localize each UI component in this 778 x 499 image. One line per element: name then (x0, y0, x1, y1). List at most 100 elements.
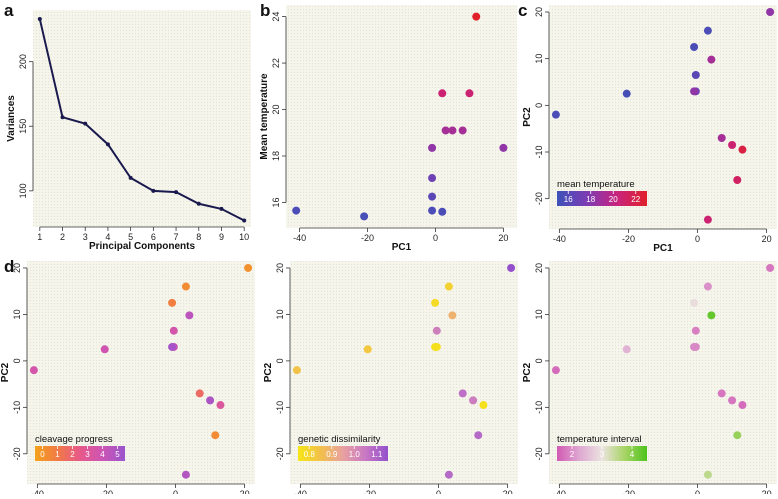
panel-c: -20 -10 0 10 20 -40 -20 0 20 PC1 PC2 mean temperatu… (522, 5, 777, 254)
legend-tick-label: 2 (570, 450, 575, 459)
panel-letter-c: c (518, 1, 527, 20)
legend-colorbar (557, 446, 647, 461)
x-tick-label: 20 (503, 489, 513, 494)
panel-letter-b: b (260, 1, 270, 20)
legend-tick-label: 4 (100, 450, 105, 459)
y-tick-label: 150 (18, 119, 28, 134)
scatter-point (428, 174, 437, 183)
x-tick-label: 1 (37, 232, 42, 242)
x-axis-title: PC1 (653, 243, 673, 254)
line-point (60, 115, 65, 120)
legend-title: cleavage progress (35, 434, 113, 445)
scatter-point (458, 389, 467, 398)
legend-tick-label: 1 (55, 450, 60, 459)
x-tick-label: 20 (240, 489, 250, 494)
y-tick-label: 20 (534, 7, 544, 17)
line-point (196, 201, 201, 206)
line-point (128, 175, 133, 180)
y-tick-label: 20 (12, 263, 22, 273)
x-tick-label: -40 (553, 489, 566, 494)
y-axis-title: Mean temperature (259, 73, 270, 160)
scatter-point (707, 311, 716, 320)
x-tick-label: -20 (361, 233, 374, 243)
legend-tick-label: 2 (70, 450, 75, 459)
x-tick-label: -40 (553, 234, 566, 244)
x-tick-label: 0 (695, 234, 700, 244)
y-tick-label: -20 (534, 192, 544, 205)
legend-tick-label: 4 (630, 450, 635, 459)
scatter-point (216, 401, 225, 410)
x-tick-label: 10 (239, 232, 249, 242)
scatter-point (438, 207, 447, 216)
scatter-point (206, 396, 215, 405)
scatter-point (428, 206, 437, 215)
legend-tick-label: 0 (40, 450, 45, 459)
scatter-point (195, 389, 204, 398)
x-axis-title: Principal Components (89, 241, 196, 252)
scatter-point (185, 311, 194, 320)
scatter-point (507, 263, 516, 272)
legend-title: mean temperature (557, 179, 635, 190)
scatter-point (168, 342, 177, 351)
scatter-point (441, 126, 450, 135)
line-point (151, 188, 156, 193)
scatter-point (766, 8, 775, 16)
y-tick-label: 10 (12, 309, 22, 319)
x-tick-label: -20 (622, 234, 635, 244)
scatter-point (690, 298, 699, 307)
scatter-point (551, 366, 560, 375)
line-point (105, 142, 110, 147)
scatter-point (431, 298, 440, 307)
scatter-point (169, 326, 178, 335)
scatter-point (717, 389, 726, 398)
panel-letter-d: d (4, 257, 14, 276)
scatter-point (479, 401, 488, 410)
legend-tick-label: 0.9 (326, 450, 338, 459)
y-tick-label: -20 (275, 447, 285, 460)
x-tick-label: 20 (762, 489, 772, 494)
scatter-point (703, 26, 712, 35)
scatter-point (707, 55, 716, 64)
scatter-point (733, 176, 742, 184)
scatter-point (472, 12, 481, 21)
y-tick-label: 200 (18, 54, 28, 69)
y-axis-title: PC2 (263, 362, 274, 382)
x-tick-label: 0 (436, 489, 441, 494)
panel-letter-a: a (4, 1, 14, 20)
scatter-point (738, 145, 747, 154)
scatter-point (690, 43, 699, 51)
scatter-point (499, 143, 508, 152)
y-tick-label: 10 (534, 54, 544, 64)
scatter-point (738, 401, 747, 410)
line-point (83, 121, 88, 126)
y-tick-label: -20 (12, 447, 22, 460)
scatter-point (691, 71, 700, 79)
legend-colorbar (298, 446, 388, 461)
scatter-point (690, 342, 699, 351)
scatter-point (622, 89, 631, 98)
scatter-point (728, 396, 737, 405)
y-tick-label: 0 (534, 103, 544, 108)
y-tick-label: -10 (275, 401, 285, 414)
scatter-point (691, 326, 700, 335)
y-tick-label: 24 (271, 12, 281, 22)
scatter-point (474, 431, 483, 440)
legend-tick-label: 3 (600, 450, 605, 459)
scatter-point (733, 431, 742, 440)
y-tick-label: 22 (271, 58, 281, 68)
scatter-point (448, 311, 457, 320)
legend-tick-label: 5 (115, 450, 120, 459)
y-tick-label: 20 (271, 105, 281, 115)
y-tick-label: -10 (534, 145, 544, 158)
x-tick-label: 9 (219, 232, 224, 242)
scatter-point (703, 215, 712, 224)
scatter-point (703, 282, 712, 291)
line-point (219, 206, 224, 211)
legend-colorbar (35, 446, 125, 461)
scatter-point (728, 141, 737, 149)
legend-title: temperature interval (557, 434, 641, 445)
scatter-point (428, 192, 437, 201)
scatter-point (766, 263, 775, 272)
